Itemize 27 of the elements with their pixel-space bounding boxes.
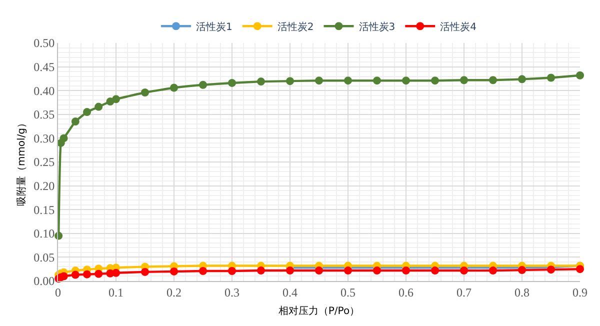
y-tick-label: 0.05 [34, 250, 55, 264]
legend-label: 活性炭1 [196, 21, 232, 34]
x-tick-label: 0.7 [456, 285, 472, 300]
y-axis-title: 吸附量（mmol/g） [16, 118, 28, 206]
legend-label: 活性炭4 [440, 21, 476, 34]
y-tick-label: 0.20 [34, 179, 55, 193]
y-tick-label: 0.45 [34, 60, 55, 74]
x-tick-label: 0 [55, 285, 61, 300]
x-tick-label: 0.8 [514, 285, 530, 300]
y-tick-label: 0.30 [34, 131, 55, 146]
legend-label: 活性炭2 [277, 21, 314, 34]
legend-label: 活性炭3 [358, 21, 396, 34]
x-axis-title: 相对压力（P/Po） [278, 304, 360, 317]
x-tick-label: 0.6 [398, 285, 414, 300]
x-tick-label: 0.9 [572, 285, 588, 300]
x-tick-label: 0.2 [166, 285, 182, 300]
y-tick-label: 0.35 [34, 108, 55, 122]
y-tick-label: 0.25 [34, 155, 55, 170]
y-tick-label: 0.10 [34, 226, 55, 241]
y-tick-label: 0.50 [34, 36, 55, 50]
y-tick-label: 0.40 [34, 84, 55, 98]
y-tick-label: 0.15 [34, 202, 55, 217]
x-tick-label: 0.3 [224, 285, 240, 300]
x-tick-label: 0.4 [282, 285, 298, 300]
x-tick-label: 0.1 [108, 285, 124, 300]
y-tick-label: 0.00 [34, 274, 55, 288]
x-tick-label: 0.5 [340, 285, 356, 300]
